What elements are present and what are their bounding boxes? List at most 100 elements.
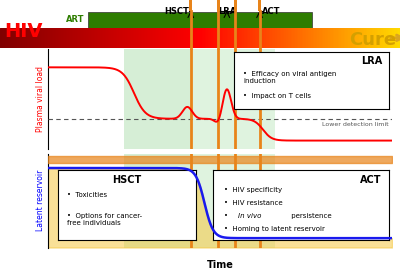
Bar — [258, 0, 261, 11]
Bar — [275, 28, 276, 48]
Bar — [358, 28, 359, 48]
Bar — [64, 28, 66, 48]
Bar — [114, 28, 116, 48]
Bar — [284, 28, 286, 48]
Bar — [188, 28, 189, 48]
Text: HIV: HIV — [4, 22, 42, 41]
Y-axis label: Latent reservoir: Latent reservoir — [36, 170, 45, 232]
Bar — [219, 28, 220, 48]
Bar — [258, 28, 259, 48]
Bar — [239, 28, 241, 48]
Bar — [369, 28, 370, 48]
Bar — [395, 28, 397, 48]
Bar — [133, 28, 134, 48]
Bar — [381, 28, 383, 48]
Bar — [297, 28, 298, 48]
Bar — [198, 28, 200, 48]
Bar — [234, 28, 236, 48]
Bar — [186, 28, 188, 48]
Bar — [111, 28, 112, 48]
Bar — [336, 28, 338, 48]
Bar — [380, 28, 381, 48]
Text: Cure: Cure — [349, 31, 396, 49]
Bar — [36, 28, 38, 48]
Bar — [225, 28, 226, 48]
Bar — [105, 28, 106, 48]
Bar — [131, 28, 133, 48]
Bar — [376, 28, 378, 48]
Bar — [52, 28, 53, 48]
Bar — [267, 28, 269, 48]
Bar — [33, 28, 34, 48]
Bar — [302, 28, 303, 48]
Bar — [264, 28, 266, 48]
Bar — [256, 28, 258, 48]
Bar — [98, 28, 100, 48]
Bar — [20, 28, 22, 48]
Bar — [312, 28, 314, 48]
Bar — [83, 28, 84, 48]
Bar — [59, 28, 61, 48]
Bar — [366, 28, 367, 48]
Bar — [233, 28, 234, 48]
Bar — [50, 28, 52, 48]
Bar — [76, 28, 78, 48]
Bar — [372, 28, 374, 48]
Bar — [324, 28, 325, 48]
Bar — [136, 28, 138, 48]
Bar — [222, 28, 224, 48]
Bar — [172, 28, 174, 48]
Bar — [317, 28, 319, 48]
Bar — [112, 28, 114, 48]
Bar — [191, 28, 192, 48]
Bar — [245, 28, 247, 48]
Bar — [191, 154, 275, 248]
Bar — [305, 28, 306, 48]
Bar — [320, 28, 322, 48]
Bar — [217, 28, 219, 48]
Bar — [148, 28, 150, 48]
Bar — [75, 28, 76, 48]
Bar — [181, 28, 183, 48]
Bar — [367, 28, 369, 48]
Bar — [298, 28, 300, 48]
Bar — [124, 154, 191, 248]
Bar — [94, 28, 95, 48]
Bar — [270, 28, 272, 48]
Bar — [92, 28, 94, 48]
Bar — [106, 28, 108, 48]
Bar — [216, 28, 217, 48]
Bar — [208, 28, 209, 48]
Bar — [389, 28, 391, 48]
Bar — [319, 28, 320, 48]
Bar — [311, 28, 312, 48]
Bar — [108, 28, 109, 48]
Bar — [306, 28, 308, 48]
Bar — [338, 28, 339, 48]
Bar — [286, 28, 288, 48]
Bar — [72, 28, 74, 48]
Bar — [269, 28, 270, 48]
Bar — [359, 28, 361, 48]
Bar — [134, 28, 136, 48]
Bar — [209, 28, 211, 48]
Bar — [91, 28, 92, 48]
Bar — [69, 28, 70, 48]
Bar — [86, 28, 88, 48]
Bar — [3, 28, 5, 48]
Text: ACT: ACT — [262, 7, 280, 16]
Bar — [58, 28, 59, 48]
Bar — [169, 28, 170, 48]
Bar — [202, 28, 203, 48]
Bar — [333, 28, 334, 48]
Bar — [78, 28, 80, 48]
Bar — [283, 28, 284, 48]
Bar — [248, 28, 250, 48]
Text: ART: ART — [66, 15, 84, 24]
Bar — [103, 28, 105, 48]
Bar — [353, 28, 355, 48]
Bar — [334, 28, 336, 48]
Bar — [364, 28, 366, 48]
Bar — [281, 28, 283, 48]
Bar — [228, 28, 230, 48]
